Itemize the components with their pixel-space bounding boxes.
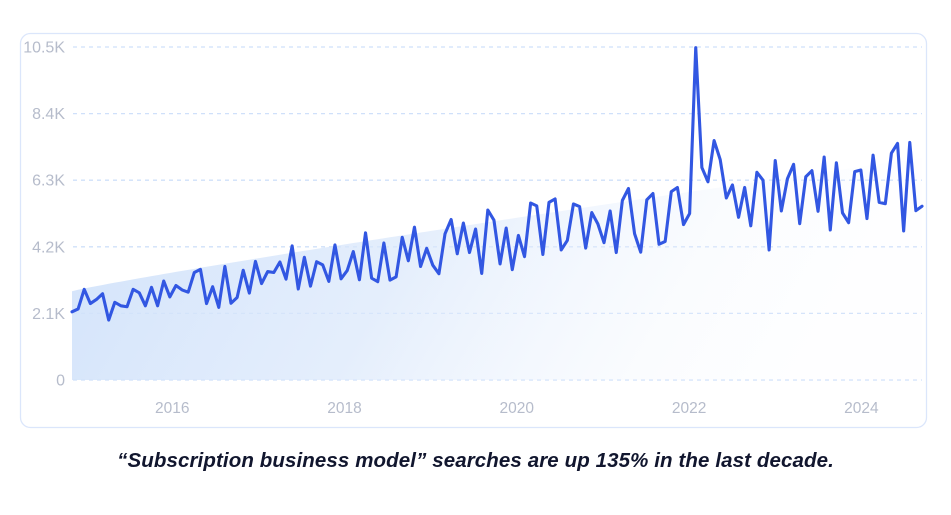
- svg-text:10.5K: 10.5K: [23, 40, 65, 57]
- svg-text:2.1K: 2.1K: [32, 306, 65, 323]
- svg-text:2016: 2016: [155, 400, 189, 417]
- svg-text:4.2K: 4.2K: [32, 239, 65, 256]
- svg-text:2024: 2024: [844, 400, 879, 417]
- svg-text:2018: 2018: [327, 400, 361, 417]
- svg-text:2022: 2022: [672, 400, 706, 417]
- svg-text:2020: 2020: [500, 400, 535, 417]
- svg-text:8.4K: 8.4K: [32, 106, 65, 123]
- svg-text:6.3K: 6.3K: [32, 173, 65, 190]
- svg-text:0: 0: [56, 373, 65, 390]
